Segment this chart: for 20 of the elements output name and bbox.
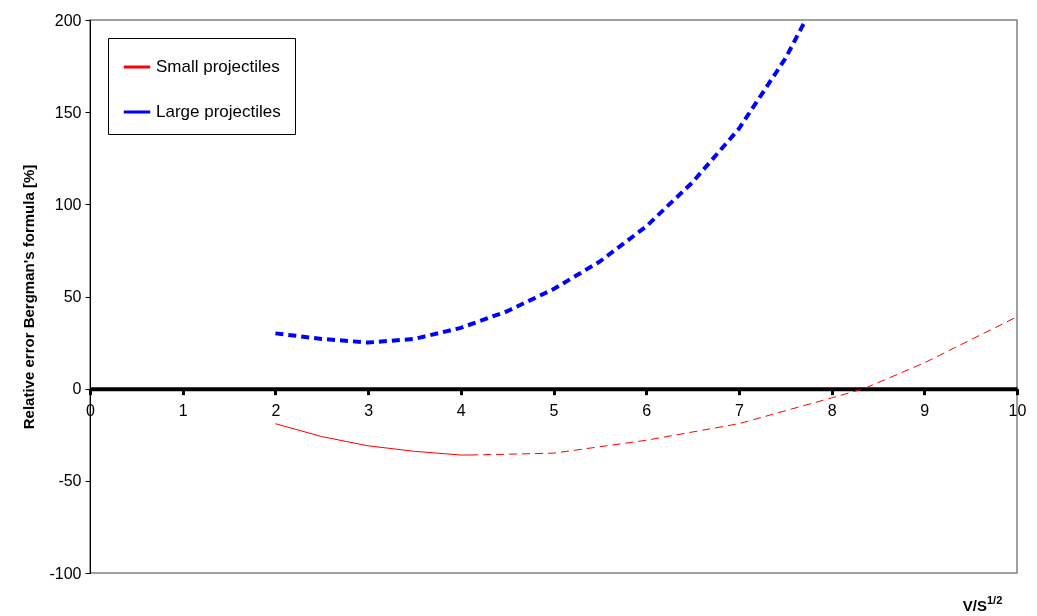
y-tick-label: -50 — [58, 472, 82, 490]
y-axis-title: Relative error Bergman's formula [%] — [20, 164, 38, 430]
y-tick-label: 0 — [72, 380, 82, 398]
y-tick-label: 150 — [54, 103, 82, 121]
legend-label: Small projectiles — [156, 57, 280, 76]
legend-label: Large projectiles — [156, 102, 281, 121]
y-tick-label: 50 — [63, 288, 82, 305]
x-tick-label: 10 — [1008, 402, 1027, 420]
y-tick-label: -100 — [49, 564, 82, 582]
x-tick-label: 4 — [456, 402, 466, 420]
x-tick-label: 9 — [920, 402, 930, 420]
x-tick-label: 1 — [178, 402, 188, 420]
x-tick-label: 2 — [271, 402, 281, 420]
x-tick-label: 6 — [642, 402, 652, 420]
x-tick-label: 5 — [549, 402, 559, 420]
y-tick-label: 100 — [54, 195, 82, 213]
x-tick-label: 7 — [734, 402, 744, 420]
x-tick-label: 3 — [364, 402, 374, 420]
x-tick-label: 8 — [827, 402, 837, 420]
y-tick-label: 200 — [54, 11, 82, 29]
